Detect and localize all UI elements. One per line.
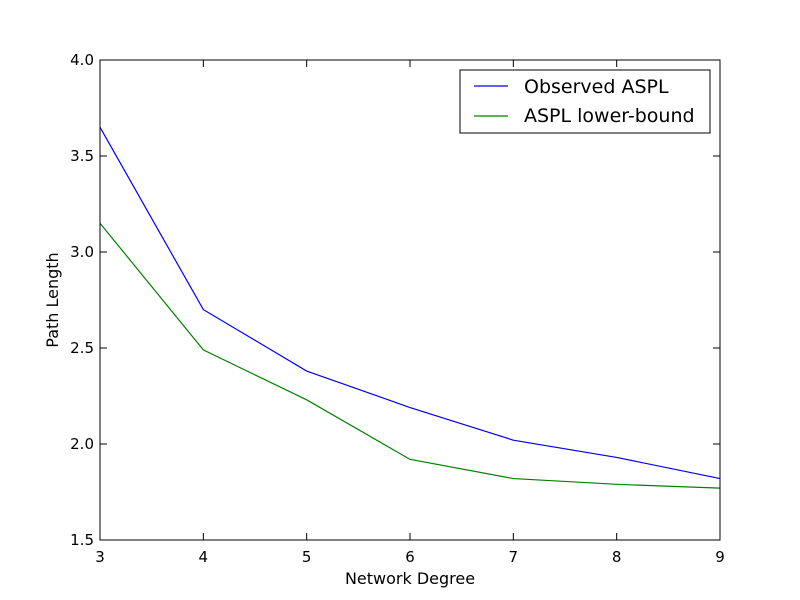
x-tick-label: 6 <box>405 548 415 566</box>
legend-label-observed: Observed ASPL <box>524 76 669 98</box>
y-tick-label: 3.5 <box>70 147 94 165</box>
x-tick-label: 7 <box>509 548 519 566</box>
x-tick-label: 3 <box>95 548 105 566</box>
legend-label-lower-bound: ASPL lower-bound <box>524 105 695 127</box>
y-tick-label: 3.0 <box>70 243 94 261</box>
legend: Observed ASPL ASPL lower-bound <box>459 69 711 134</box>
y-tick-label: 2.0 <box>70 435 94 453</box>
x-axis-label: Network Degree <box>345 569 475 588</box>
y-tick-label: 2.5 <box>70 339 94 357</box>
series-line-observed-aspl <box>99 126 721 480</box>
legend-box <box>459 69 711 134</box>
x-tick-label: 5 <box>302 548 312 566</box>
y-axis-label: Path Length <box>43 252 62 347</box>
x-tick-label: 8 <box>612 548 622 566</box>
plot-frame <box>99 59 721 541</box>
y-tick-label: 1.5 <box>70 531 94 549</box>
y-tick-label: 4.0 <box>70 51 94 69</box>
y-axis-ticks: 1.5 2.0 2.5 3.0 3.5 4.0 <box>70 51 720 549</box>
x-tick-label: 4 <box>199 548 209 566</box>
series-lines <box>99 126 721 489</box>
x-tick-label: 9 <box>715 548 725 566</box>
plot-area <box>100 60 720 540</box>
series-line-aspl-lower-bound <box>99 222 721 489</box>
x-axis-ticks: 3 4 5 6 7 8 9 <box>95 60 725 566</box>
